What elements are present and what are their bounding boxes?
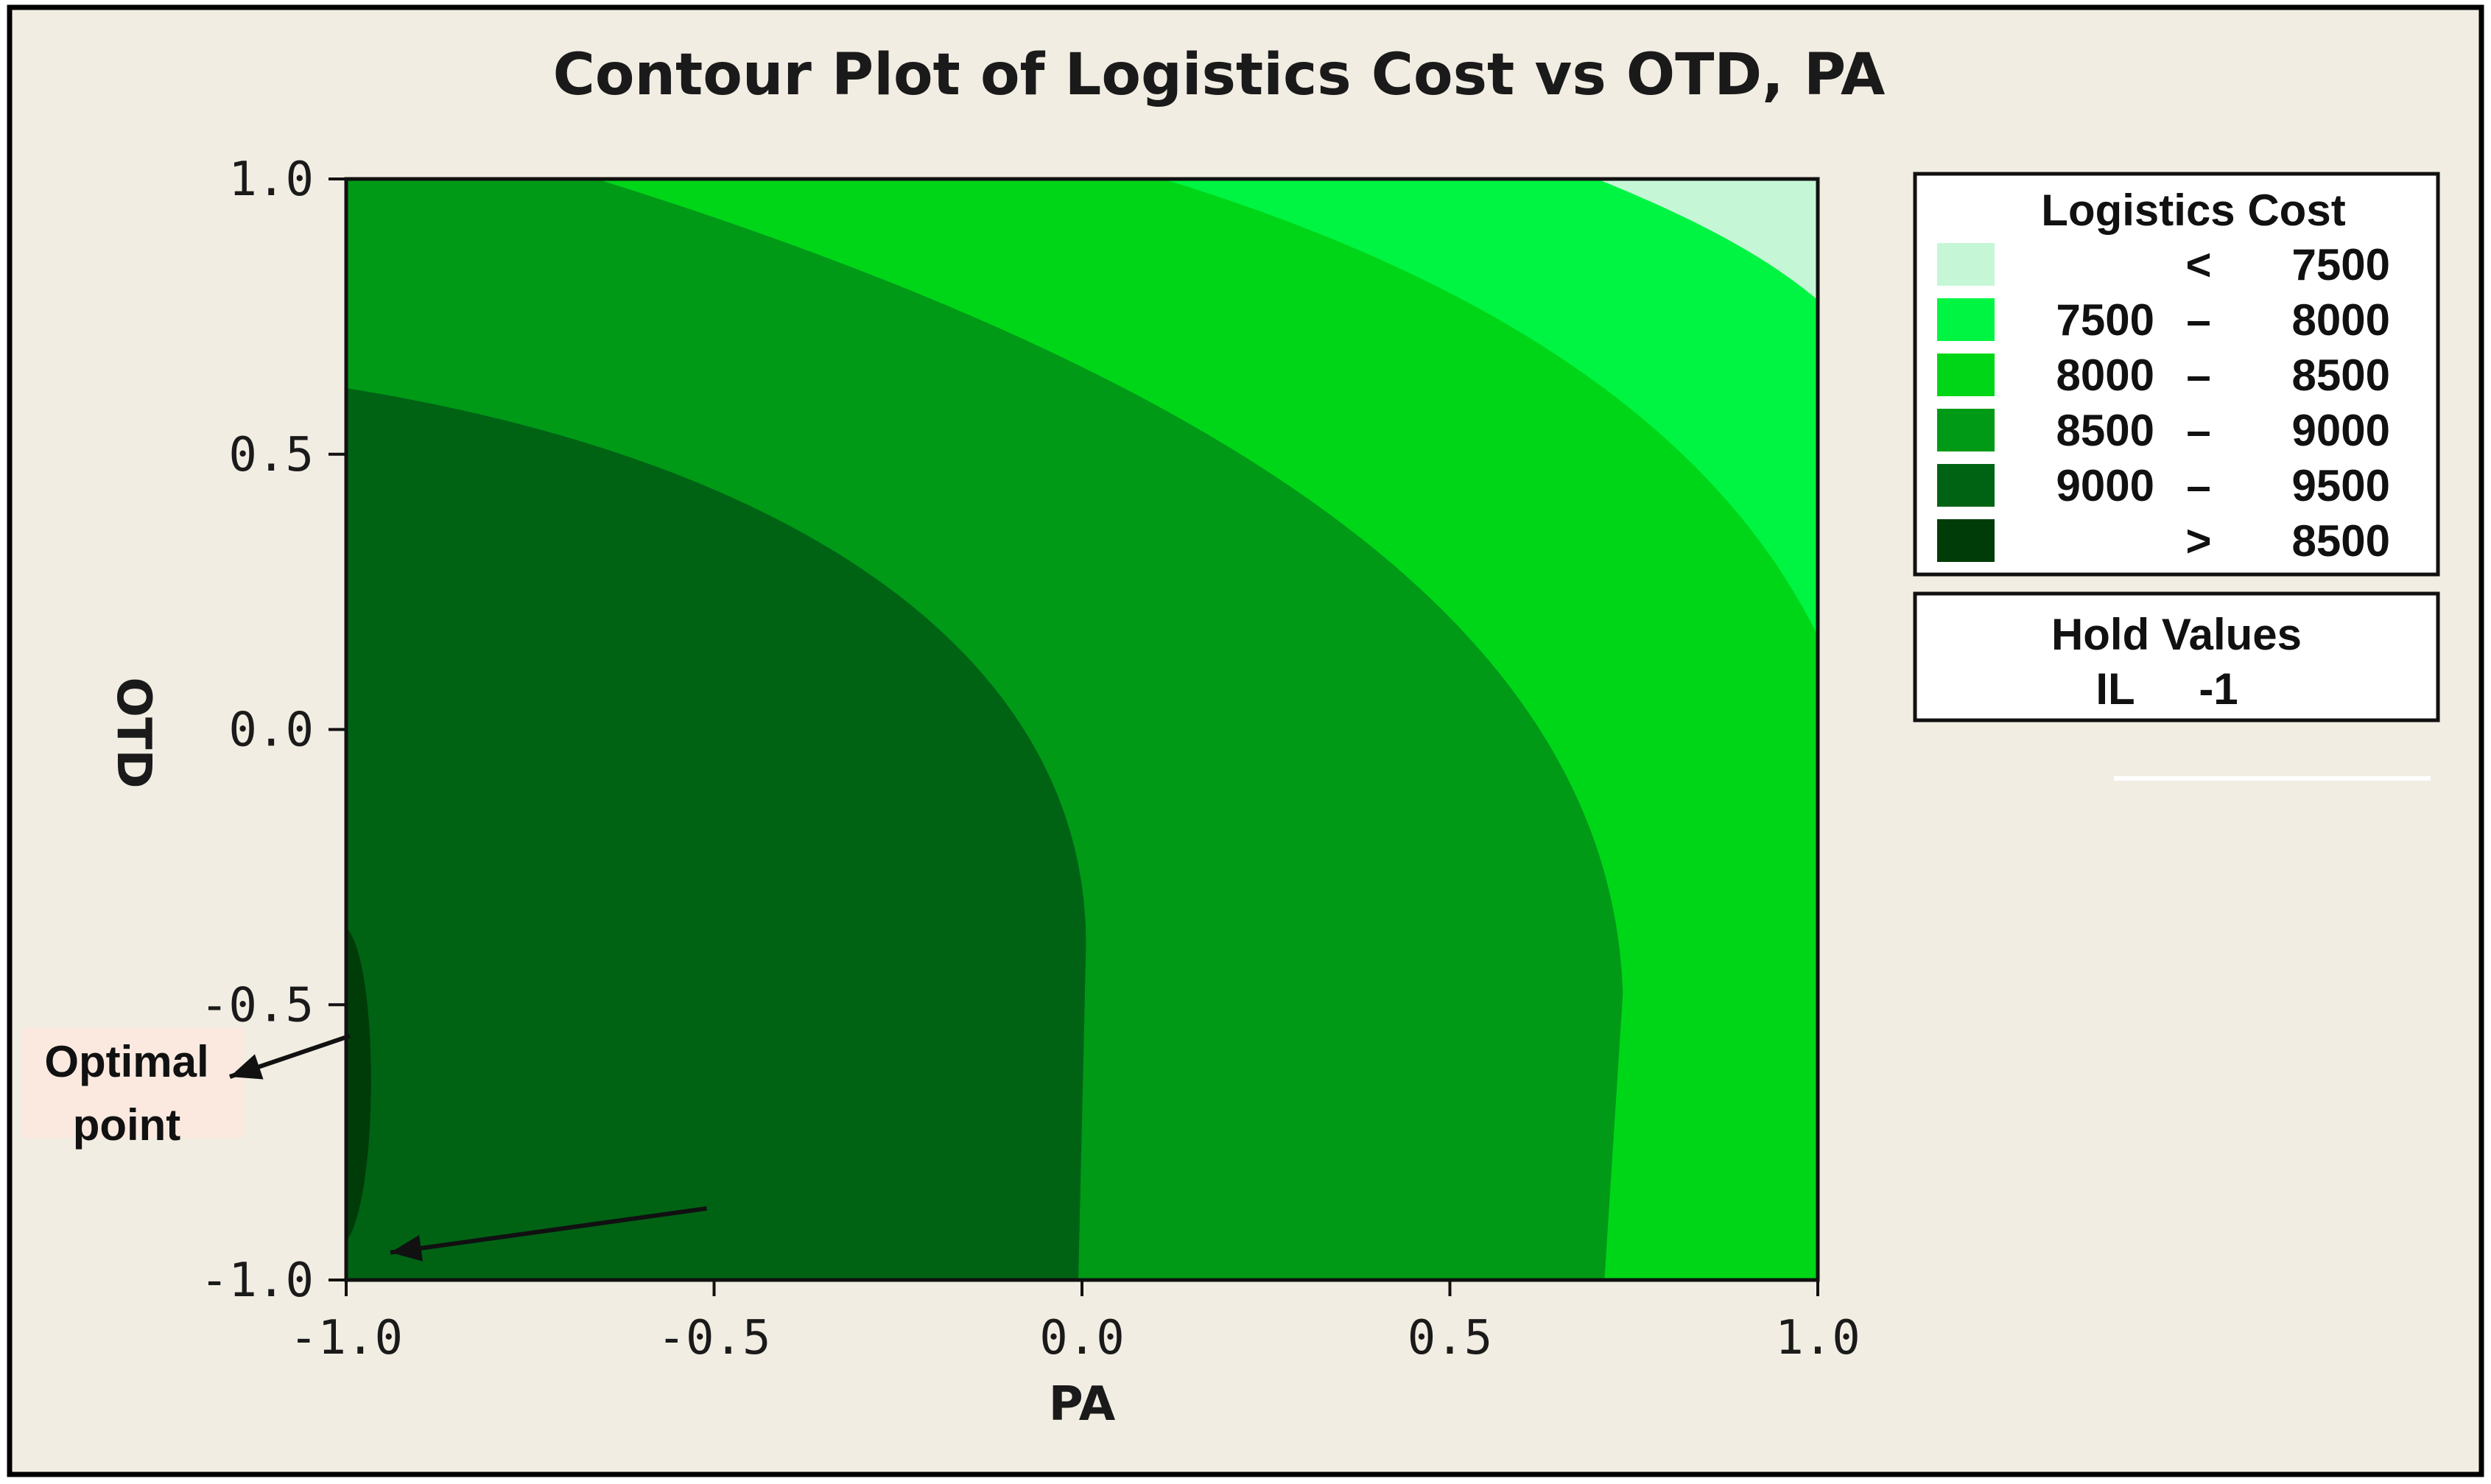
band-over-9500 xyxy=(346,927,371,1242)
band-under-7500 xyxy=(1597,179,1818,300)
legend: Logistics Cost <75007500–80008000–850085… xyxy=(1913,172,2440,577)
legend-swatch xyxy=(1937,464,1995,507)
legend-separator: > xyxy=(2185,516,2211,566)
legend-low: 8500 xyxy=(2056,406,2154,455)
annotation-arrowhead xyxy=(390,1235,424,1262)
legend-high: 9000 xyxy=(2292,406,2390,455)
y-tick-label: 1.0 xyxy=(228,152,314,207)
legend-swatch xyxy=(1937,298,1995,341)
legend-high: 7500 xyxy=(2292,240,2390,289)
annotation-arrow-shaft xyxy=(390,1206,707,1255)
legend-separator: < xyxy=(2185,240,2211,289)
x-tick-label: 1.0 xyxy=(1775,1311,1861,1365)
plot-area xyxy=(346,179,1819,1280)
y-tick-label: 0.0 xyxy=(228,703,314,758)
legend-swatch xyxy=(1937,243,1995,286)
legend-high: 9500 xyxy=(2292,461,2390,510)
legend-separator: – xyxy=(2186,351,2210,400)
x-tick-label: -0.5 xyxy=(657,1311,770,1365)
x-tick-label: -1.0 xyxy=(289,1311,403,1365)
legend-low: 7500 xyxy=(2056,295,2154,345)
legend-high: 8000 xyxy=(2292,295,2390,345)
legend-separator: – xyxy=(2186,406,2210,455)
y-tick-label: -1.0 xyxy=(200,1253,314,1308)
y-tick-label: -0.5 xyxy=(200,978,314,1033)
hold-values-frame xyxy=(1913,591,2440,722)
legend-swatch xyxy=(1937,409,1995,451)
hold-values-value: -1 xyxy=(2199,664,2238,714)
legend-low: 8000 xyxy=(2056,351,2154,400)
annotation-line-1: Optimal xyxy=(44,1037,208,1086)
hold-values-box: Hold Values IL -1 xyxy=(1913,591,2440,722)
band-8000-8500 xyxy=(596,179,1819,1280)
legend-separator: – xyxy=(2186,295,2210,345)
legend-high: 8500 xyxy=(2292,351,2390,400)
legend-swatch xyxy=(1937,354,1995,396)
optimal-point-annotation: Optimal point xyxy=(22,1027,707,1262)
legend-title: Logistics Cost xyxy=(2041,186,2345,235)
chart-title: Contour Plot of Logistics Cost vs OTD, P… xyxy=(553,42,1886,108)
tick-marks: -1.0 -0.5 0.0 0.5 1.0 -1.0 -0.5 0.0 0.5 1.0 xyxy=(200,152,1861,1365)
legend-box xyxy=(1913,172,2440,577)
y-tick-label: 0.5 xyxy=(228,428,314,482)
x-axis-title: PA xyxy=(1049,1377,1116,1432)
legend-separator: – xyxy=(2186,461,2210,510)
legend-high: 8500 xyxy=(2292,516,2390,566)
hold-values-title: Hold Values xyxy=(2051,610,2302,659)
annotation-box xyxy=(22,1027,243,1138)
legend-swatch xyxy=(1937,519,1995,562)
annotation-line-2: point xyxy=(73,1100,181,1150)
band-7500-8000 xyxy=(1162,179,1818,636)
legend-low: 9000 xyxy=(2056,461,2154,510)
x-tick-label: 0.0 xyxy=(1039,1311,1125,1365)
y-axis-title: OTD xyxy=(106,677,161,788)
annotation-arrowhead xyxy=(230,1054,264,1080)
x-tick-label: 0.5 xyxy=(1408,1311,1493,1365)
hold-values-variable: IL xyxy=(2095,664,2135,714)
